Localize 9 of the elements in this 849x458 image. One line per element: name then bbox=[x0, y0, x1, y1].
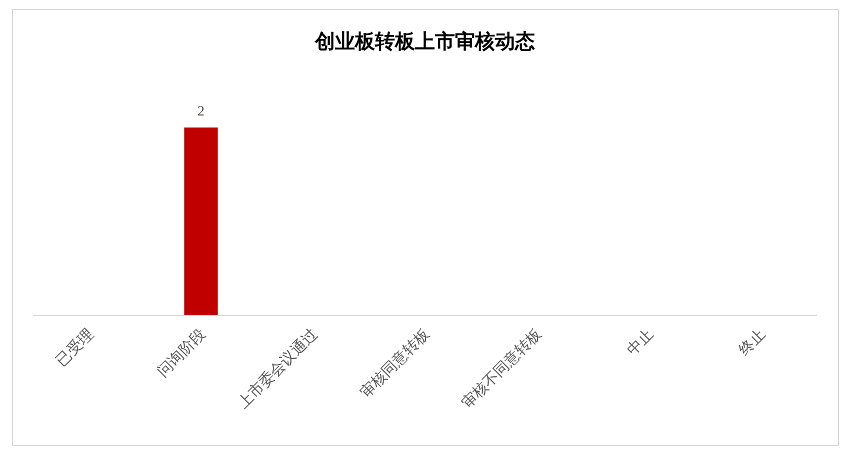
x-tick-label: 审核同意转板 bbox=[357, 326, 433, 402]
x-tick-label: 审核不同意转板 bbox=[458, 326, 545, 412]
x-tick-label: 上市委会议通过 bbox=[234, 326, 321, 412]
x-tick-label: 已受理 bbox=[52, 326, 97, 370]
x-tick-label: 问询阶段 bbox=[154, 326, 209, 380]
chart-title: 创业板转板上市审核动态 bbox=[314, 30, 535, 53]
x-tick-label: 中止 bbox=[624, 326, 657, 360]
data-label: 2 bbox=[198, 104, 204, 120]
x-tick-label: 终止 bbox=[736, 326, 769, 360]
